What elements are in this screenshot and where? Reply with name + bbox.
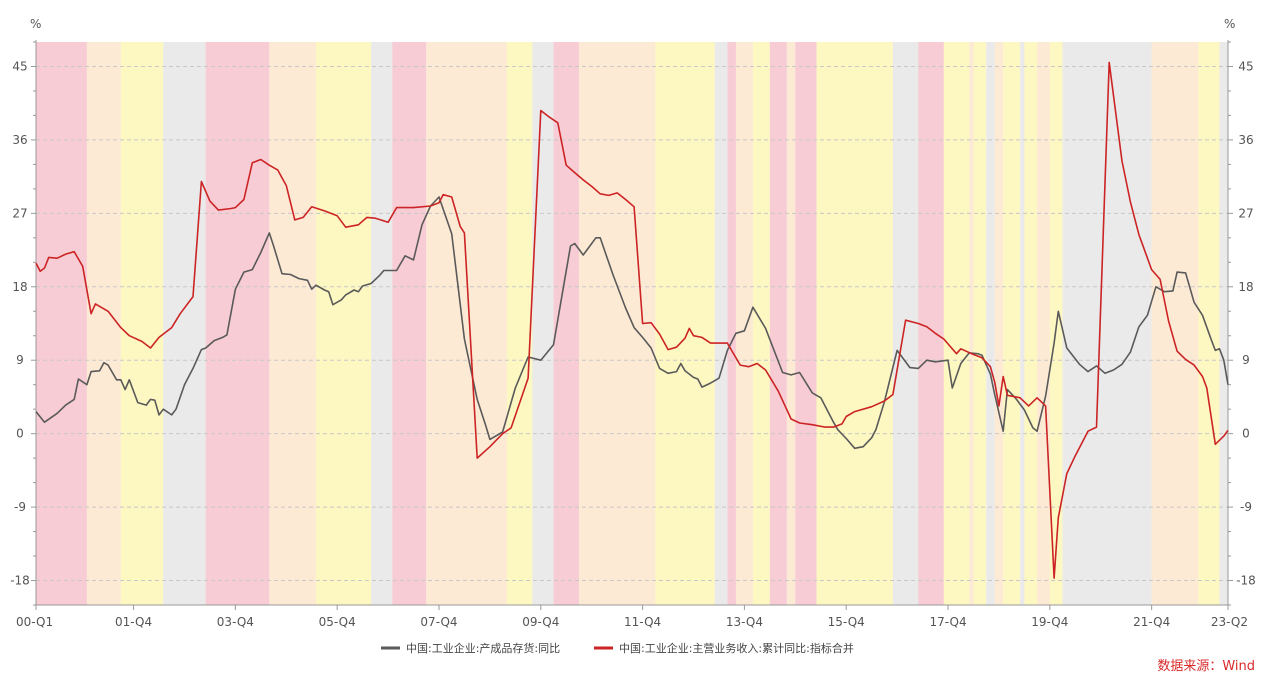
shaded-band-27 xyxy=(973,42,987,605)
x-tick-label-3: 05-Q4 xyxy=(319,615,356,629)
x-tick-label-8: 15-Q4 xyxy=(828,615,865,629)
shaded-band-22 xyxy=(816,42,893,605)
x-tick-label-2: 03-Q4 xyxy=(217,615,254,629)
y-tick-left--18: -18 xyxy=(10,574,30,588)
shaded-band-31 xyxy=(1020,42,1025,605)
y-tick-right-18: 18 xyxy=(1238,280,1253,294)
y-tick-right--18: -18 xyxy=(1236,574,1256,588)
shaded-band-20 xyxy=(786,42,796,605)
series-line-inventory xyxy=(35,196,1229,450)
shaded-band-14 xyxy=(655,42,715,605)
shaded-band-28 xyxy=(986,42,995,605)
y-tick-right-0: 0 xyxy=(1242,427,1250,441)
y-tick-right-27: 27 xyxy=(1238,206,1253,220)
series-line-revenue xyxy=(35,61,1229,579)
y-tick-left-18: 18 xyxy=(12,280,27,294)
y-tick-left-27: 27 xyxy=(12,206,27,220)
x-tick-label-12: 23-Q2 xyxy=(1211,615,1248,629)
shaded-band-37 xyxy=(1198,42,1220,605)
shaded-band-7 xyxy=(371,42,393,605)
y-tick-left-0: 0 xyxy=(16,427,24,441)
right-unit-label: % xyxy=(1224,17,1235,31)
shaded-band-11 xyxy=(532,42,554,605)
shaded-band-24 xyxy=(918,42,944,605)
x-tick-label-10: 19-Q4 xyxy=(1031,615,1068,629)
shaded-band-16 xyxy=(727,42,736,605)
y-tick-right-9: 9 xyxy=(1242,353,1250,367)
shaded-band-4 xyxy=(205,42,270,605)
shaded-band-8 xyxy=(392,42,427,605)
x-tick-label-6: 11-Q4 xyxy=(624,615,661,629)
shaded-band-18 xyxy=(752,42,770,605)
shaded-band-19 xyxy=(769,42,787,605)
shaded-band-9 xyxy=(426,42,507,605)
shaded-band-26 xyxy=(969,42,974,605)
left-unit-label: % xyxy=(30,17,41,31)
tick-labels: -18 -18 -9 -9 0 0 9 9 18 18 27 27 36 36 45 45 00-Q1 01-Q4… xyxy=(10,59,1256,629)
x-tick-label-0: 00-Q1 xyxy=(16,615,53,629)
shaded-band-5 xyxy=(269,42,316,605)
x-tick-label-1: 01-Q4 xyxy=(115,615,152,629)
legend: 中国:工业企业:产成品存货:同比 中国:工业企业:主营业务收入:累计同比:指标合… xyxy=(381,641,854,655)
shaded-band-33 xyxy=(1037,42,1050,605)
shaded-band-1 xyxy=(86,42,121,605)
y-tick-right--9: -9 xyxy=(1240,500,1252,514)
axes xyxy=(31,40,1233,610)
legend-label-revenue: 中国:工业企业:主营业务收入:累计同比:指标合并 xyxy=(619,641,854,655)
shaded-band-38 xyxy=(1219,42,1228,605)
y-tick-right-45: 45 xyxy=(1238,59,1253,73)
y-tick-left-45: 45 xyxy=(12,59,27,73)
shaded-band-2 xyxy=(120,42,164,605)
series-lines xyxy=(35,61,1229,579)
shaded-band-17 xyxy=(735,42,753,605)
shaded-band-10 xyxy=(506,42,533,605)
shaded-band-29 xyxy=(994,42,1004,605)
shaded-band-36 xyxy=(1151,42,1199,605)
x-tick-label-5: 09-Q4 xyxy=(522,615,559,629)
y-tick-left-9: 9 xyxy=(16,353,24,367)
y-tick-left--9: -9 xyxy=(14,500,26,514)
shaded-band-15 xyxy=(714,42,728,605)
shaded-band-3 xyxy=(163,42,206,605)
y-tick-left-36: 36 xyxy=(12,133,27,147)
shaded-band-6 xyxy=(315,42,372,605)
x-tick-label-7: 13-Q4 xyxy=(726,615,763,629)
x-tick-label-9: 17-Q4 xyxy=(929,615,966,629)
shaded-band-0 xyxy=(36,42,87,605)
x-tick-label-4: 07-Q4 xyxy=(420,615,457,629)
shaded-band-30 xyxy=(1003,42,1021,605)
y-tick-right-36: 36 xyxy=(1238,133,1253,147)
x-tick-label-11: 21-Q4 xyxy=(1133,615,1170,629)
shaded-band-32 xyxy=(1024,42,1038,605)
legend-label-inventory: 中国:工业企业:产成品存货:同比 xyxy=(406,641,560,655)
shaded-band-21 xyxy=(795,42,817,605)
shaded-band-25 xyxy=(943,42,970,605)
gridlines xyxy=(36,65,1228,582)
source-note: 数据来源：Wind xyxy=(1157,659,1255,674)
